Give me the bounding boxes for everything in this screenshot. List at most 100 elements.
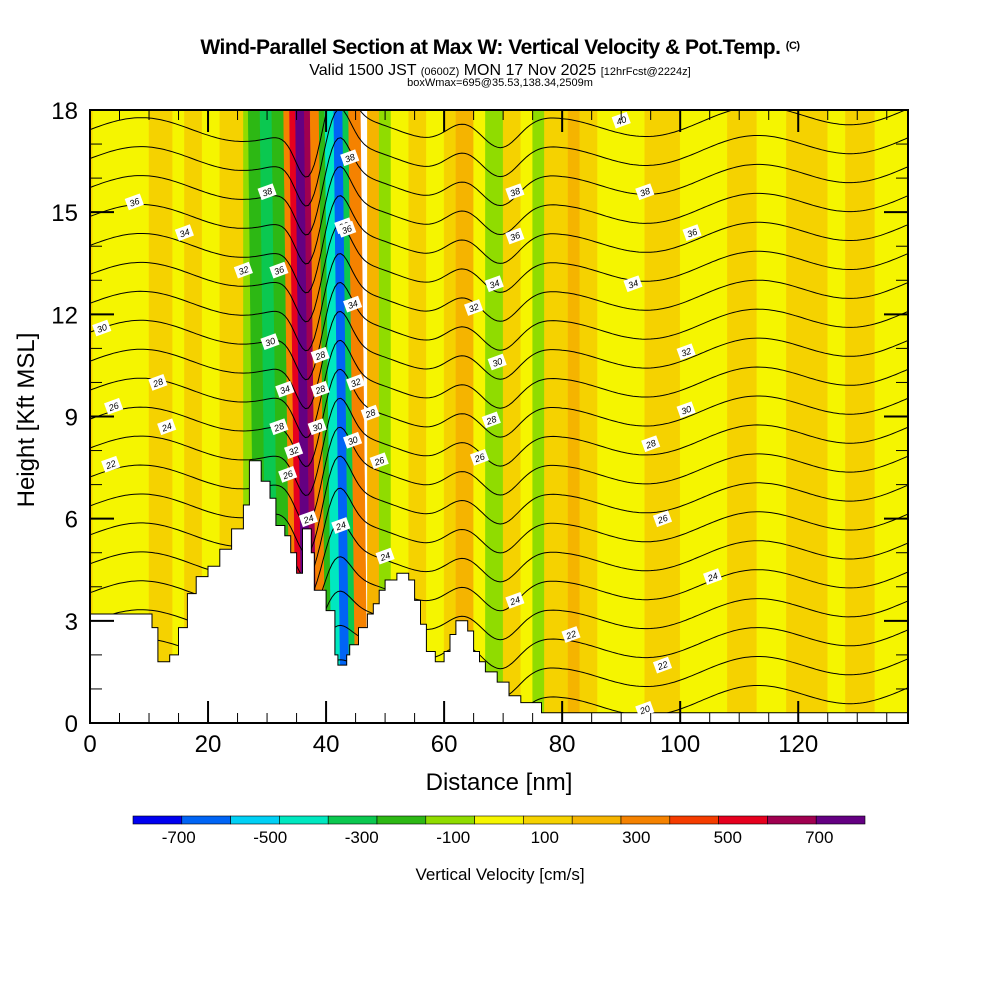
contour-label: 32 [233,261,253,279]
terrain-fill [90,460,908,723]
contour-label: 28 [481,411,501,429]
colorbar-tick-label: -100 [436,828,470,847]
colorbar-swatch [669,815,719,825]
contour-label-text: 34 [488,278,501,291]
contour-label-box [124,193,144,211]
contour-label-box [484,275,504,293]
contour-label-box [369,452,389,470]
contour-label-box [676,401,696,419]
contour-label-box [275,380,295,398]
chart-subtitle: Valid 1500 JST (0600Z) MON 17 Nov 2025 [… [0,62,1000,80]
contour-label: 30 [307,418,327,436]
contour-label: 26 [369,452,389,470]
contour-label: 38 [635,183,655,201]
contour-label-text: 36 [340,223,353,236]
contour-label-text: 24 [705,571,719,584]
colorbar-tick-label: -300 [345,828,379,847]
contour-label: 20 [635,701,655,718]
contour-label-box [360,404,380,422]
w-band [644,110,681,723]
contour-label: 36 [269,261,289,279]
x-tick-label: 80 [549,731,576,758]
colorbar-swatch [523,815,573,825]
colorbar: -700 -500 -300 -100 100 300 500 700 [132,815,866,847]
isentrope-line [90,281,908,381]
y-tick-label: 6 [65,507,78,534]
contour-label-box [331,517,351,534]
contour-label-box [676,343,696,361]
contour-label: 26 [469,449,490,466]
x-tick-label: 120 [778,731,818,758]
contour-label-text: 28 [313,383,327,396]
contour-label: 32 [346,374,366,391]
contour-label-box [337,220,357,238]
contour-label: 24 [703,568,723,585]
isentrope-line [90,397,908,497]
isentrope-line [90,166,908,265]
w-band [567,110,581,723]
contour-label-box [635,701,655,718]
contour-label: 26 [278,466,298,483]
contour-label-box [340,149,360,167]
isentrope-line [90,110,908,207]
contour-label-box [611,111,631,129]
contour-label-text: 24 [301,513,315,526]
contour-label: 28 [641,435,661,453]
isentrope-line [90,310,908,410]
valid-time-local: Valid 1500 JST [309,62,417,79]
colorbar-swatch [279,815,329,825]
w-band [426,110,445,723]
contour-label-box [505,592,525,609]
colorbar-tick-label: -700 [162,828,196,847]
contour-label-text: 30 [491,356,504,369]
contour-label-text: 38 [639,186,652,199]
contour-label-text: 36 [509,230,522,243]
w-band [443,110,457,723]
contour-label-text: 36 [128,196,141,209]
chart-title: Wind-Parallel Section at Max W: Vertical… [0,36,1000,60]
colorbar-swatch [767,815,817,825]
contour-label-text: 32 [680,346,693,359]
contour-label-text: 32 [237,264,250,277]
colorbar-swatch [474,815,524,825]
contour-label-box [343,431,363,449]
y-tick-label: 15 [51,200,78,227]
contour-label: 32 [284,442,304,459]
contour-label-text: 38 [261,186,274,199]
colorbar-tick-label: 500 [714,828,742,847]
x-tick-label: 20 [195,731,222,758]
y-tick-label: 18 [51,98,78,125]
contour-label: 36 [505,227,525,245]
contour-label: 36 [682,224,702,241]
w-band [845,110,876,723]
isentrope-line [90,455,908,554]
x-tick-label: 40 [313,731,340,758]
contour-label-box [260,333,280,350]
contour-label-text: 34 [627,278,640,291]
contour-label-text: 28 [644,438,658,451]
w-band [348,110,368,723]
forecast-info: [12hrFcst@2224z] [600,66,691,78]
contour-label-box [641,435,661,453]
contour-label-box [703,568,723,585]
contour-label: 30 [260,333,280,350]
contour-label-text: 30 [346,434,359,447]
contour-label-box [148,374,168,391]
contour-label-box [278,466,298,483]
contour-label-text: 26 [106,400,120,413]
contour-label: 28 [269,418,289,436]
terrain [90,460,908,723]
contour-label: 30 [676,401,696,419]
w-band [502,110,522,723]
contour-label-text: 26 [655,513,669,526]
contour-label-text: 38 [343,152,356,165]
w-band [342,110,356,723]
contour-label-box [469,449,490,466]
contour-label-box [104,397,124,415]
contour-label-box [635,183,655,201]
w-band [390,110,409,723]
contour-label-text: 24 [334,520,348,533]
colorbar-swatch [181,815,231,825]
